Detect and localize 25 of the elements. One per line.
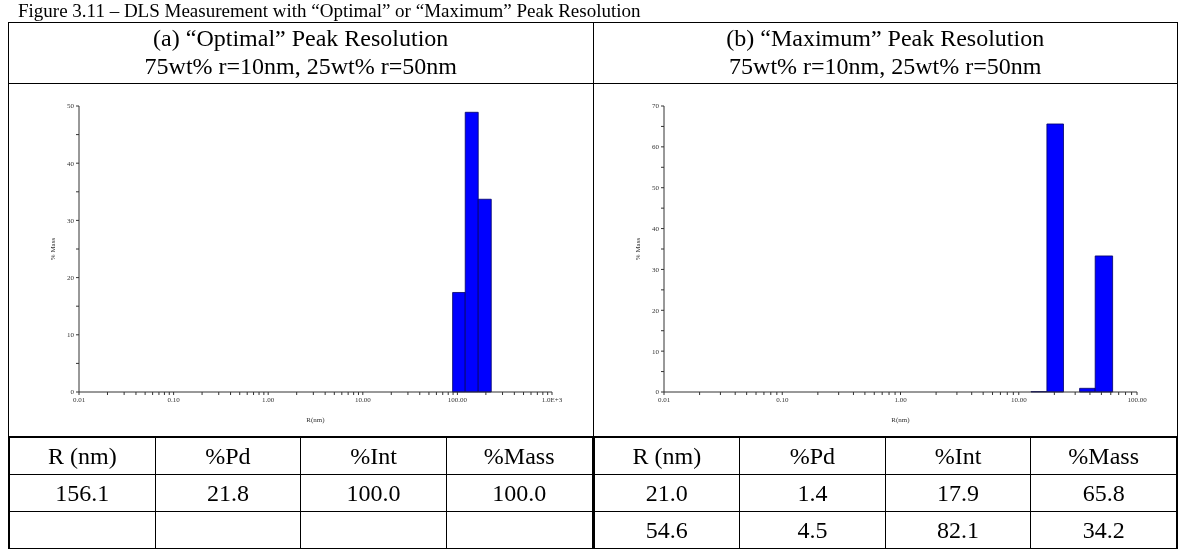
chart-title: (b) “Maximum” Peak Resolution <box>725 24 1046 52</box>
category-label: %Int <box>885 437 1031 475</box>
data-label: 82.1 <box>885 511 1031 549</box>
data-label: 65.8 <box>1030 474 1177 512</box>
category-label: R (nm) <box>594 437 740 475</box>
caption: Figure 3.11 – DLS Measurement with “Optimal” or “Maximum” Peak Resolution <box>17 0 642 22</box>
data-label: 54.6 <box>594 511 740 549</box>
data-label: 4.5 <box>739 511 886 549</box>
category-label: %Pd <box>155 437 301 475</box>
chart-title: (a) “Optimal” Peak Resolution <box>152 24 450 52</box>
chart-subtitle: 75wt% r=10nm, 25wt% r=50nm <box>728 52 1043 80</box>
data-label: 156.1 <box>9 474 156 512</box>
data-label: 21.8 <box>155 474 301 512</box>
chart-subtitle: 75wt% r=10nm, 25wt% r=50nm <box>143 52 458 80</box>
category-label: R (nm) <box>9 437 156 475</box>
data-label: 1.4 <box>739 474 886 512</box>
data-label: 34.2 <box>1030 511 1177 549</box>
data-label: 100.0 <box>446 474 592 512</box>
category-label: %Mass <box>1030 437 1177 475</box>
category-label: %Int <box>300 437 447 475</box>
category-label: %Pd <box>739 437 886 475</box>
data-label: 17.9 <box>885 474 1031 512</box>
category-label: %Mass <box>446 437 592 475</box>
data-label: 100.0 <box>300 474 447 512</box>
data-label: 21.0 <box>594 474 740 512</box>
